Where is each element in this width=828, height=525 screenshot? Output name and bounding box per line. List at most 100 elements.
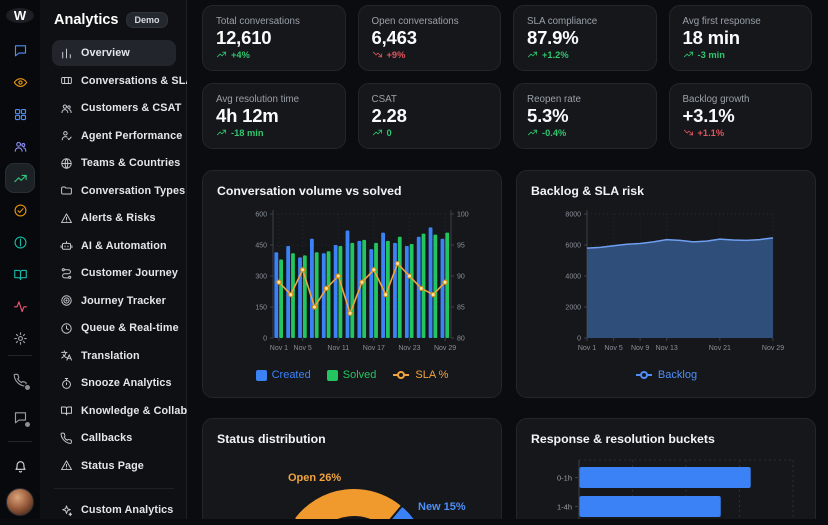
backlog-chart-title: Backlog & SLA risk — [531, 184, 644, 198]
sidebar-item-teams-countries[interactable]: Teams & Countries — [52, 150, 180, 176]
sidebar-item-snooze-analytics[interactable]: Snooze Analytics — [52, 370, 176, 396]
svg-text:2000: 2000 — [565, 305, 581, 312]
kpi-card-total-conversations: Total conversations 12,610 +4% — [202, 5, 346, 71]
sidebar-item-conversations-sla[interactable]: Conversations & SLA — [52, 68, 193, 94]
settings-icon[interactable] — [5, 323, 35, 353]
icon-rail: W — [0, 0, 40, 519]
sidebar-item-label: Alerts & Risks — [81, 212, 156, 224]
user-avatar[interactable] — [6, 488, 34, 516]
dashboard-icon[interactable] — [5, 99, 35, 129]
kpi-card-backlog-growth: Backlog growth +3.1% +1.1% — [668, 83, 812, 149]
book-icon[interactable] — [5, 259, 35, 289]
kpi-title: Total conversations — [216, 16, 300, 27]
kpi-card-reopen-rate: Reopen rate 5.3% -0.4% — [513, 83, 657, 149]
svg-text:0: 0 — [263, 336, 267, 343]
trending-up-icon — [372, 127, 383, 138]
chat-icon[interactable] — [5, 35, 35, 65]
kpi-delta-value: +1.1% — [697, 127, 725, 138]
bell-icon[interactable] — [5, 451, 35, 481]
kpi-grid: Total conversations 12,610 +4% Open convers… — [202, 5, 812, 149]
sidebar-item-journey-tracker[interactable]: Journey Tracker — [52, 288, 176, 314]
eye-icon[interactable] — [5, 67, 35, 97]
legend-line-marker — [635, 371, 652, 379]
svg-text:100: 100 — [457, 212, 469, 219]
bar-chart-icon — [60, 47, 73, 60]
sidebar-item-label: Custom Analytics — [81, 504, 174, 516]
sidebar-item-label: Queue & Real-time — [81, 322, 179, 334]
kpi-delta: +1.1% — [683, 127, 799, 138]
sidebar-item-label: Journey Tracker — [81, 294, 166, 307]
status-chart-title: Status distribution — [217, 432, 326, 446]
svg-text:150: 150 — [255, 305, 267, 312]
alert-triangle-icon — [60, 459, 73, 472]
bot-icon — [60, 239, 73, 252]
svg-text:4000: 4000 — [565, 274, 581, 281]
kpi-card-sla-compliance: SLA compliance 87.9% +1.2% — [513, 5, 657, 71]
sidebar-item-label: Callbacks — [81, 432, 133, 444]
sidebar-item-overview[interactable]: Overview — [52, 40, 176, 66]
trending-up-icon — [527, 49, 538, 60]
kpi-delta: 0 — [372, 127, 488, 138]
coin-icon[interactable] — [5, 227, 35, 257]
sidebar-item-label: Status Page — [81, 459, 144, 472]
svg-text:95: 95 — [457, 243, 465, 250]
status-chart-card: Status distribution Open 26% New 15% — [202, 418, 502, 519]
kpi-title: SLA compliance — [527, 16, 598, 27]
charts-row-bottom: Status distribution Open 26% New 15% Resp… — [202, 418, 816, 519]
kpi-delta-value: +4% — [231, 49, 250, 60]
sidebar-item-conversation-types[interactable]: Conversation Types — [52, 178, 185, 204]
trending-up-icon — [216, 49, 227, 60]
app-logo[interactable]: W — [6, 8, 34, 23]
kpi-delta: +1.2% — [527, 49, 643, 60]
svg-text:Nov 5: Nov 5 — [294, 345, 312, 352]
kpi-delta-value: +1.2% — [542, 49, 569, 60]
menu-divider — [54, 488, 174, 489]
sidebar-item-status-page[interactable]: Status Page — [52, 453, 176, 479]
svg-text:300: 300 — [255, 274, 267, 281]
sidebar-item-knowledge-collab[interactable]: Knowledge & Collab — [52, 398, 187, 424]
languages-icon — [60, 349, 73, 362]
sidebar-item-label: Translation — [81, 349, 140, 362]
svg-text:Nov 1: Nov 1 — [578, 345, 596, 352]
sidebar-item-agent-performance[interactable]: Agent Performance — [52, 123, 182, 149]
sidebar-item-label: Teams & Countries — [81, 157, 181, 169]
sidebar-item-label: Customers & CSAT — [81, 102, 182, 114]
trending-down-icon — [683, 127, 694, 138]
sidebar-item-custom-analytics[interactable]: Custom Analytics — [52, 497, 176, 523]
legend-item-created[interactable]: Created — [255, 369, 311, 381]
kpi-delta-value: -0.4% — [542, 127, 567, 138]
buckets-chart-title: Response & resolution buckets — [531, 432, 715, 446]
team-icon[interactable] — [5, 131, 35, 161]
svg-text:Nov 29: Nov 29 — [762, 345, 784, 352]
svg-text:6000: 6000 — [565, 243, 581, 250]
chat-secondary-icon[interactable] — [5, 402, 35, 432]
sidebar-item-ai-automation[interactable]: AI & Automation — [52, 233, 176, 259]
kpi-card-open-conversations: Open conversations 6,463 +9% — [357, 5, 501, 71]
sidebar-item-translation[interactable]: Translation — [52, 343, 176, 369]
clock-icon — [60, 322, 73, 335]
analytics-icon[interactable] — [5, 163, 35, 193]
legend-label: Created — [271, 369, 311, 381]
legend-item-backlog[interactable]: Backlog — [635, 369, 697, 381]
sidebar-item-customer-journey[interactable]: Customer Journey — [52, 260, 178, 286]
check-circle-icon[interactable] — [5, 195, 35, 225]
route-icon — [60, 267, 73, 280]
sidebar-item-alerts-risks[interactable]: Alerts & Risks — [52, 205, 176, 231]
status-dot — [24, 384, 31, 391]
legend-item-sla[interactable]: SLA % — [392, 369, 448, 381]
activity-icon[interactable] — [5, 291, 35, 321]
legend-item-solved[interactable]: Solved — [326, 369, 376, 381]
svg-text:0-1h: 0-1h — [557, 474, 572, 483]
kpi-card-csat: CSAT 2.28 0 — [357, 83, 501, 149]
sidebar-item-queue-real-time[interactable]: Queue & Real-time — [52, 315, 179, 341]
sidebar-item-callbacks[interactable]: Callbacks — [52, 425, 176, 451]
volume-chart-card: Conversation volume vs solved Nov 1 Nov 5… — [202, 170, 502, 398]
page-title: Analytics — [54, 12, 119, 28]
kpi-delta: -0.4% — [527, 127, 643, 138]
sidebar-item-customers-csat[interactable]: Customers & CSAT — [52, 95, 181, 121]
svg-text:Nov 11: Nov 11 — [327, 345, 349, 352]
backlog-chart-legend: Backlog — [531, 369, 801, 381]
phone-icon[interactable] — [5, 365, 35, 395]
svg-text:85: 85 — [457, 305, 465, 312]
svg-text:80: 80 — [457, 336, 465, 343]
